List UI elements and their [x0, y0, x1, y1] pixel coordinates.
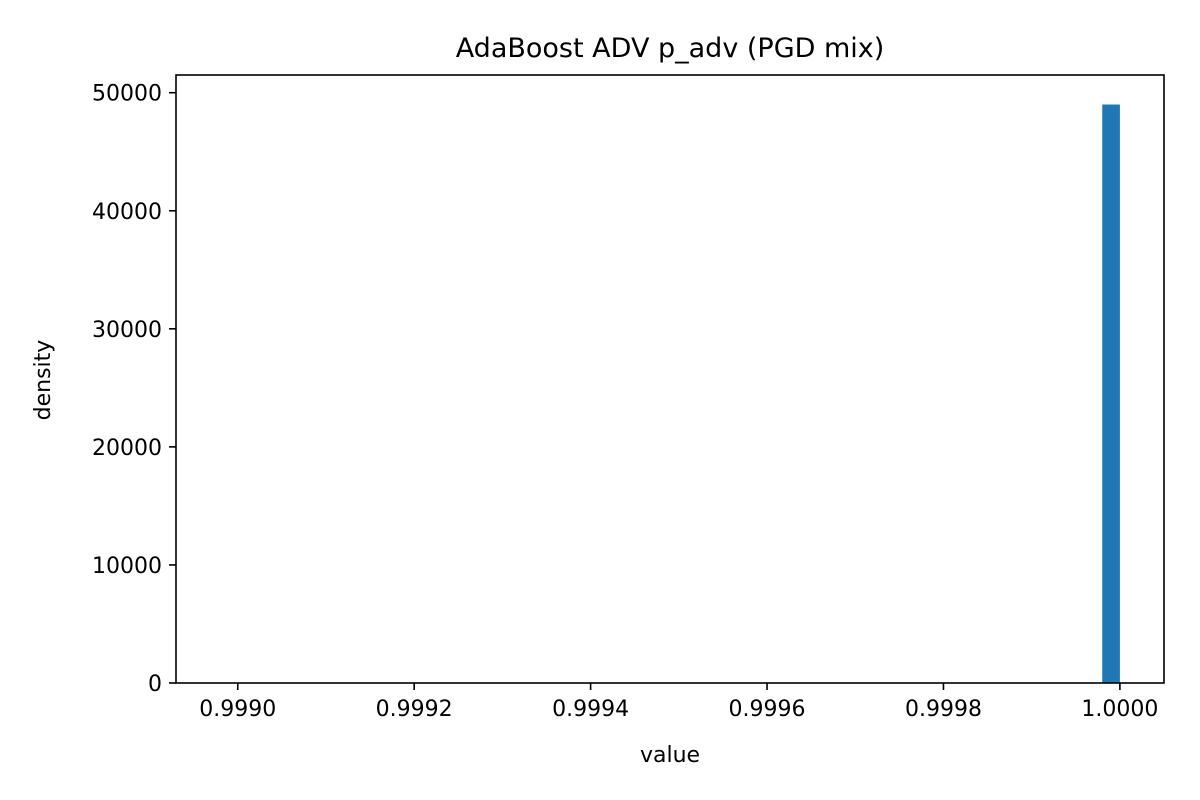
x-tick-label: 0.9996: [729, 697, 806, 722]
y-tick-label: 0: [148, 672, 162, 697]
y-axis-ticks: 0 10000 20000 30000 40000 50000: [92, 82, 176, 697]
y-tick-label: 20000: [92, 436, 162, 461]
x-tick-label: 0.9994: [552, 697, 629, 722]
plot-area-frame: [175, 74, 1165, 684]
y-tick-label: 30000: [92, 318, 162, 343]
histogram-bar-0: [1102, 104, 1120, 683]
y-tick-label: 50000: [92, 82, 162, 107]
x-axis-label: value: [640, 743, 700, 768]
y-axis-label: density: [31, 340, 56, 421]
x-tick-label: 0.9998: [905, 697, 982, 722]
y-tick-label: 40000: [92, 200, 162, 225]
y-tick-label: 10000: [92, 554, 162, 579]
chart-title: AdaBoost ADV p_adv (PGD mix): [456, 33, 885, 64]
x-tick-label: 0.9992: [376, 697, 453, 722]
x-tick-label: 0.9990: [199, 697, 276, 722]
x-tick-label: 1.0000: [1081, 697, 1158, 722]
bars-group: [1102, 104, 1120, 683]
x-axis-ticks: 0.9990 0.9992 0.9994 0.9996 0.9998 1.0000: [199, 683, 1158, 722]
